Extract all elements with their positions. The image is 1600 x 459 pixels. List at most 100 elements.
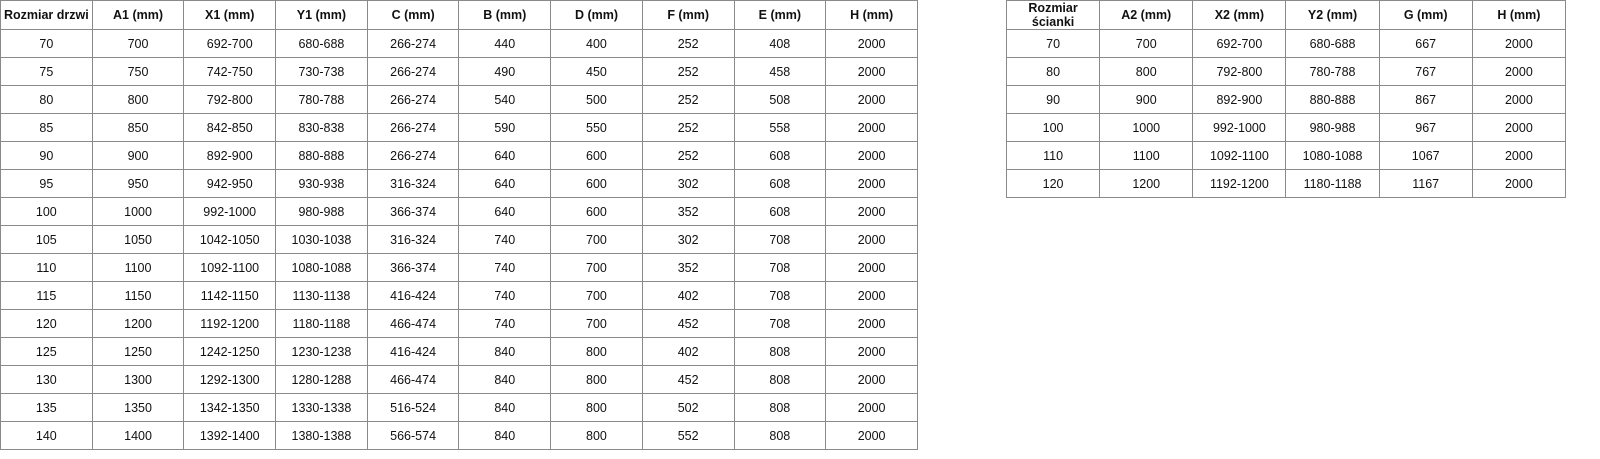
column-header: G (mm) bbox=[1378, 0, 1473, 30]
table-cell: 2000 bbox=[825, 141, 918, 170]
table-row: 70 700 692-700 680-688 266-274 440 400 252 408 20… bbox=[0, 29, 918, 58]
column-header: H (mm) bbox=[825, 0, 918, 30]
table-cell: 502 bbox=[641, 393, 735, 422]
table-row: 115 1150 1142-1150 1130-1138 416-424 740 700 40… bbox=[0, 281, 918, 310]
column-header: Y1 (mm) bbox=[275, 0, 368, 30]
table-cell: 708 bbox=[733, 225, 827, 254]
table-cell: 408 bbox=[733, 29, 827, 58]
table-cell: 452 bbox=[641, 365, 735, 394]
table-cell: 115 bbox=[0, 281, 93, 310]
table-cell: 352 bbox=[641, 197, 735, 226]
table-cell: 600 bbox=[550, 197, 643, 226]
table-cell: 800 bbox=[91, 85, 185, 114]
header-row: Rozmiar drzwi A1 (mm) X1 (mm) Y1 (mm) C (mm)… bbox=[0, 0, 918, 30]
table-cell: 2000 bbox=[825, 85, 918, 114]
table-cell: 140 bbox=[0, 421, 93, 450]
table-cell: 780-788 bbox=[1285, 57, 1380, 86]
column-header: A1 (mm) bbox=[91, 0, 185, 30]
table-row: 75 750 742-750 730-738 266-274 490 450 252 458 20… bbox=[0, 57, 918, 86]
table-cell: 1100 bbox=[91, 253, 185, 282]
table-cell: 316-324 bbox=[366, 225, 460, 254]
table-cell: 125 bbox=[0, 337, 93, 366]
column-header: Rozmiar ścianki bbox=[1005, 0, 1101, 30]
table-row: 95 950 942-950 930-938 316-324 640 600 302 608 20… bbox=[0, 169, 918, 198]
table-cell: 708 bbox=[733, 309, 827, 338]
table-cell: 266-274 bbox=[366, 57, 460, 86]
table-cell: 1350 bbox=[91, 393, 185, 422]
table-cell: 700 bbox=[550, 253, 643, 282]
table-cell: 590 bbox=[458, 113, 552, 142]
table-cell: 95 bbox=[0, 169, 93, 198]
column-header: C (mm) bbox=[366, 0, 460, 30]
table-cell: 880-888 bbox=[1285, 85, 1380, 114]
table-cell: 1050 bbox=[91, 225, 185, 254]
table-cell: 1150 bbox=[91, 281, 185, 310]
table-cell: 1400 bbox=[91, 421, 185, 450]
table-cell: 867 bbox=[1378, 85, 1473, 114]
table-cell: 1280-1288 bbox=[275, 365, 368, 394]
table-cell: 792-800 bbox=[183, 85, 277, 114]
table-cell: 302 bbox=[641, 169, 735, 198]
table-cell: 2000 bbox=[825, 365, 918, 394]
table-cell: 740 bbox=[458, 281, 552, 310]
table-cell: 950 bbox=[91, 169, 185, 198]
table-cell: 2000 bbox=[1471, 29, 1567, 58]
table-cell: 500 bbox=[550, 85, 643, 114]
table-cell: 808 bbox=[733, 337, 827, 366]
table-row: 80 800 792-800 780-788 767 2000 bbox=[1005, 57, 1567, 86]
table-cell: 1080-1088 bbox=[1285, 141, 1380, 170]
table-cell: 266-274 bbox=[366, 113, 460, 142]
table-cell: 767 bbox=[1378, 57, 1473, 86]
table-cell: 980-988 bbox=[275, 197, 368, 226]
table-cell: 640 bbox=[458, 141, 552, 170]
table-cell: 130 bbox=[0, 365, 93, 394]
table-cell: 700 bbox=[550, 225, 643, 254]
table-cell: 608 bbox=[733, 169, 827, 198]
table-cell: 400 bbox=[550, 29, 643, 58]
table-cell: 566-574 bbox=[366, 421, 460, 450]
table-cell: 70 bbox=[1005, 29, 1101, 58]
table-cell: 540 bbox=[458, 85, 552, 114]
column-header: Rozmiar drzwi bbox=[0, 0, 93, 30]
table-cell: 1180-1188 bbox=[1285, 169, 1380, 198]
table-cell: 700 bbox=[550, 281, 643, 310]
table-cell: 402 bbox=[641, 337, 735, 366]
table-cell: 252 bbox=[641, 113, 735, 142]
table-cell: 780-788 bbox=[275, 85, 368, 114]
table-cell: 135 bbox=[0, 393, 93, 422]
table-cell: 992-1000 bbox=[183, 197, 277, 226]
table-cell: 2000 bbox=[1471, 113, 1567, 142]
table-cell: 1292-1300 bbox=[183, 365, 277, 394]
table-cell: 440 bbox=[458, 29, 552, 58]
table-cell: 2000 bbox=[1471, 85, 1567, 114]
table-cell: 930-938 bbox=[275, 169, 368, 198]
table-cell: 2000 bbox=[825, 309, 918, 338]
table-cell: 608 bbox=[733, 197, 827, 226]
table-cell: 740 bbox=[458, 225, 552, 254]
table-cell: 1330-1338 bbox=[275, 393, 368, 422]
table-cell: 1200 bbox=[91, 309, 185, 338]
table-cell: 800 bbox=[550, 421, 643, 450]
table-cell: 600 bbox=[550, 141, 643, 170]
table-row: 140 1400 1392-1400 1380-1388 566-574 840 800 55… bbox=[0, 421, 918, 450]
table-row: 110 1100 1092-1100 1080-1088 1067 2000 bbox=[1005, 141, 1567, 170]
table-cell: 1100 bbox=[1099, 141, 1194, 170]
table-cell: 1067 bbox=[1378, 141, 1473, 170]
table-cell: 2000 bbox=[825, 421, 918, 450]
table-row: 120 1200 1192-1200 1180-1188 1167 2000 bbox=[1005, 169, 1567, 198]
table-cell: 110 bbox=[1005, 141, 1101, 170]
table-cell: 1192-1200 bbox=[183, 309, 277, 338]
table-cell: 992-1000 bbox=[1192, 113, 1287, 142]
table-cell: 1192-1200 bbox=[1192, 169, 1287, 198]
table-cell: 100 bbox=[1005, 113, 1101, 142]
table-cell: 792-800 bbox=[1192, 57, 1287, 86]
table-cell: 2000 bbox=[825, 169, 918, 198]
table-row: 70 700 692-700 680-688 667 2000 bbox=[1005, 29, 1567, 58]
table-row: 105 1050 1042-1050 1030-1038 316-324 740 700 30… bbox=[0, 225, 918, 254]
table-cell: 80 bbox=[0, 85, 93, 114]
table-cell: 80 bbox=[1005, 57, 1101, 86]
table-cell: 840 bbox=[458, 365, 552, 394]
column-header: D (mm) bbox=[550, 0, 643, 30]
table-cell: 352 bbox=[641, 253, 735, 282]
table-cell: 252 bbox=[641, 141, 735, 170]
